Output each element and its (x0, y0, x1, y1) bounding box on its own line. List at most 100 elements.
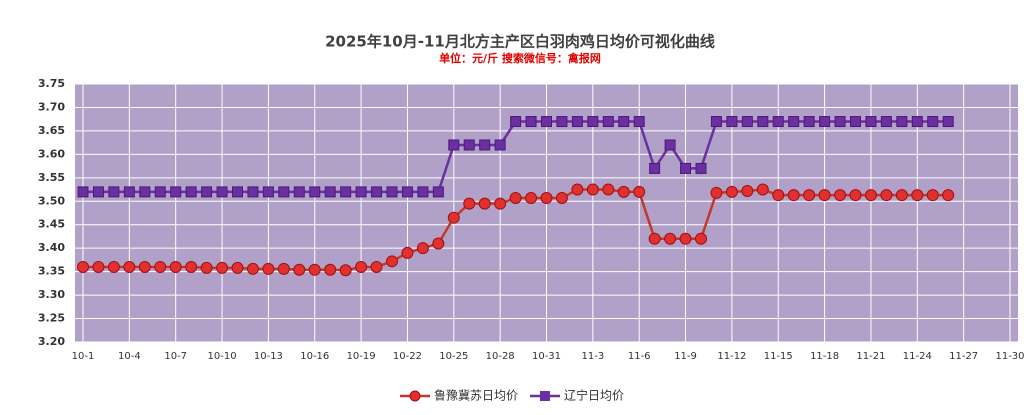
point (231, 261, 244, 274)
y-tick-label: 3.70 (38, 100, 65, 113)
point (757, 116, 769, 128)
x-tick-label: 10-7 (164, 351, 187, 362)
point (741, 116, 753, 128)
point (123, 186, 135, 198)
point (942, 116, 954, 128)
point (494, 197, 507, 210)
point (293, 186, 305, 198)
point (726, 116, 738, 128)
point (139, 186, 151, 198)
point (895, 189, 908, 202)
x-tick-label: 11-18 (810, 351, 839, 362)
point (803, 116, 815, 128)
point (834, 116, 846, 128)
point (555, 191, 568, 204)
point (710, 186, 723, 199)
point (340, 186, 352, 198)
point (154, 260, 167, 273)
point (170, 186, 182, 198)
point (880, 116, 892, 128)
point (92, 186, 104, 198)
point (695, 232, 707, 245)
point (355, 186, 367, 198)
point (525, 191, 538, 204)
point (818, 189, 831, 202)
x-tick-label: 10-25 (439, 351, 468, 362)
point (788, 116, 800, 128)
legend-marker (540, 391, 550, 401)
x-tick-label: 11-30 (995, 351, 1024, 362)
point (571, 183, 584, 196)
chart-subtitle: 单位：元/斤 搜索微信号：禽报网 (439, 51, 601, 65)
point (695, 162, 707, 174)
point (602, 116, 614, 128)
point (216, 186, 228, 198)
x-tick-label: 11-3 (581, 351, 604, 362)
x-tick-label: 10-13 (254, 351, 283, 362)
y-tick-label: 3.75 (38, 77, 65, 90)
point (896, 116, 908, 128)
y-tick-label: 3.65 (38, 124, 65, 137)
y-tick-label: 3.25 (38, 312, 65, 325)
point (324, 186, 336, 198)
y-tick-label: 3.45 (38, 218, 65, 231)
x-tick-label: 10-31 (532, 351, 561, 362)
point (216, 261, 229, 274)
point (463, 139, 475, 151)
point (602, 183, 615, 196)
point (246, 262, 259, 275)
x-tick-label: 11-21 (856, 351, 885, 362)
point (386, 255, 398, 268)
point (926, 189, 939, 202)
point (324, 263, 337, 276)
point (92, 260, 105, 273)
point (479, 139, 491, 151)
point (509, 191, 522, 204)
point (201, 186, 213, 198)
point (617, 185, 630, 198)
point (756, 183, 769, 196)
point (586, 183, 599, 196)
point (123, 260, 136, 273)
x-tick-label: 10-19 (347, 351, 376, 362)
point (633, 116, 645, 128)
point (138, 260, 151, 273)
point (849, 189, 862, 202)
point (556, 116, 568, 128)
point (880, 189, 893, 202)
y-tick-label: 3.20 (38, 335, 65, 348)
point (247, 186, 259, 198)
point (741, 184, 754, 197)
x-tick-label: 10-22 (393, 351, 422, 362)
point (185, 260, 198, 273)
point (725, 185, 738, 198)
point (154, 186, 166, 198)
point (772, 116, 784, 128)
x-tick-label: 10-16 (300, 351, 329, 362)
point (432, 186, 444, 198)
point (803, 189, 816, 202)
point (664, 232, 677, 245)
point (401, 186, 413, 198)
point (664, 139, 676, 151)
point (371, 186, 383, 198)
point (463, 197, 476, 210)
point (787, 189, 800, 202)
point (649, 162, 661, 174)
point (618, 116, 630, 128)
y-tick-label: 3.60 (38, 147, 65, 160)
point (169, 260, 182, 273)
point (77, 186, 89, 198)
point (540, 191, 553, 204)
point (772, 189, 785, 202)
point (277, 262, 290, 275)
chart-title: 2025年10月-11月北方主产区白羽肉鸡日均价可视化曲线 (325, 33, 715, 51)
point (864, 189, 877, 202)
point (308, 263, 321, 276)
x-tick-label: 11-27 (949, 351, 978, 362)
x-tick-label: 11-9 (674, 351, 697, 362)
point (541, 116, 552, 128)
point (633, 185, 646, 198)
y-tick-label: 3.30 (38, 288, 65, 301)
